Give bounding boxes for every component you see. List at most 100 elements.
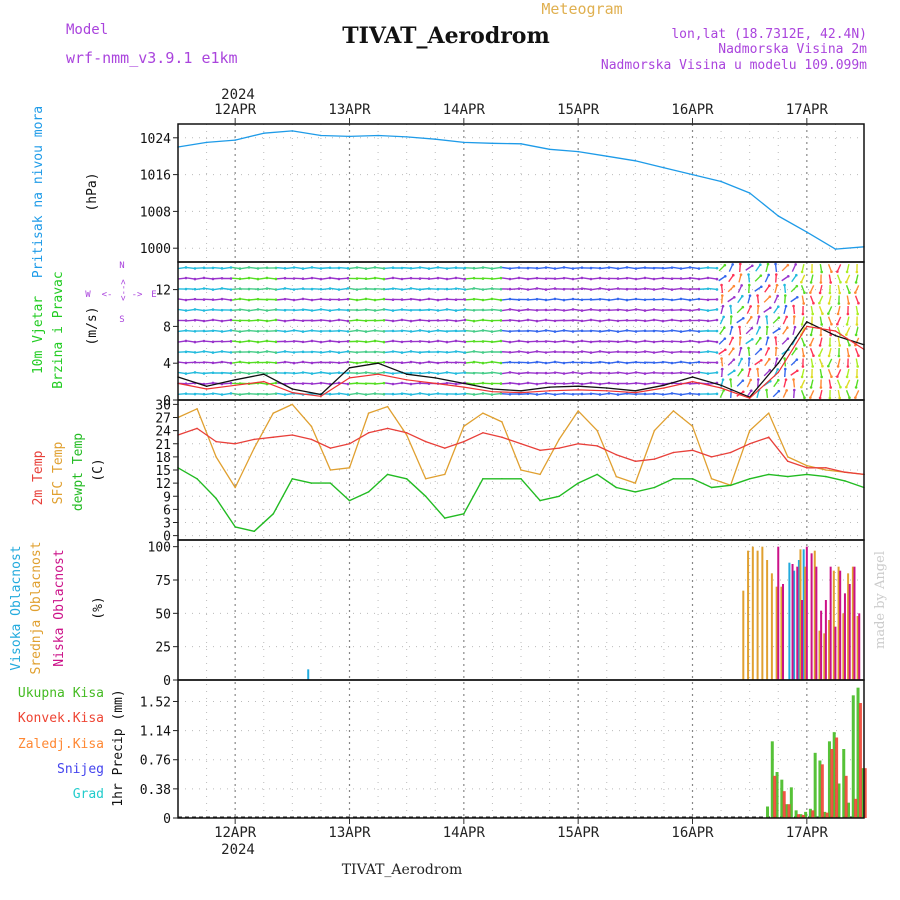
wind-arrow-head xyxy=(400,381,404,385)
y-tick-label: 15 xyxy=(155,464,171,479)
wind-arrow xyxy=(357,319,367,322)
wind-arrow xyxy=(636,308,646,312)
wind-arrow xyxy=(790,296,798,303)
dewpoint-line-point xyxy=(767,473,770,476)
wind-arrow xyxy=(402,382,412,385)
wind-arrow-head xyxy=(526,361,530,364)
wind-arrow-head xyxy=(184,298,188,302)
temp-2m-line-point xyxy=(291,434,294,436)
wind-arrow xyxy=(708,319,718,322)
wind-arrow-head xyxy=(364,277,368,281)
precip-bar-convective xyxy=(854,798,858,818)
wind-arrow-head xyxy=(247,361,251,365)
wind-arrow-head xyxy=(418,351,422,354)
wind-arrow xyxy=(729,326,733,336)
wind-arrow xyxy=(728,264,734,272)
wind-arrow-head xyxy=(508,297,512,301)
wind-arrow-head xyxy=(292,371,296,375)
wind-arrow xyxy=(790,285,798,293)
wind-arrow-head xyxy=(721,304,725,308)
wind-arrow-head xyxy=(337,277,341,281)
wind-arrow-head xyxy=(373,350,377,354)
wind-arrow xyxy=(330,287,340,291)
wind-arrow xyxy=(456,350,466,354)
wind-arrow xyxy=(438,340,448,343)
cloud-bar-mid xyxy=(742,590,745,680)
wind-arrow xyxy=(249,350,259,354)
wind-arrow-head xyxy=(829,281,832,284)
wind-arrow-head xyxy=(427,371,431,374)
wind-arrow xyxy=(519,319,529,322)
wind-arrow xyxy=(447,340,457,343)
y-tick-label: 1.14 xyxy=(140,725,171,740)
wind-arrow-head xyxy=(292,329,296,332)
wind-arrow xyxy=(375,340,385,343)
wind-arrow-head xyxy=(607,266,611,269)
wind-arrow-head xyxy=(319,340,323,344)
wind-arrow-head xyxy=(256,267,260,270)
pressure-line-point xyxy=(434,138,437,140)
wind-arrow-head xyxy=(652,318,656,322)
wind-arrow-head xyxy=(634,319,638,322)
wind-arrow-head xyxy=(454,392,458,396)
wind-arrow xyxy=(582,371,592,375)
wind-arrow-head xyxy=(409,308,413,312)
wind-arrow-head xyxy=(785,389,788,392)
wind-arrow-head xyxy=(220,350,224,353)
wind-arrow-head xyxy=(688,329,692,332)
wind-arrow xyxy=(618,308,628,312)
wind-arrow-head xyxy=(382,297,386,301)
wind-speed-line-point xyxy=(377,362,379,365)
wind-arrow-head xyxy=(499,276,503,280)
dewpoint-line-point xyxy=(291,477,294,480)
wind-arrow-head xyxy=(706,287,710,291)
wind-arrow-head xyxy=(634,297,638,301)
wind-arrow xyxy=(285,382,295,385)
wind-arrow-head xyxy=(715,318,719,322)
wind-arrow xyxy=(800,274,806,283)
wind-arrow xyxy=(708,350,718,354)
wind-arrow xyxy=(738,326,742,336)
dewpoint-line-point xyxy=(310,482,313,484)
wind-arrow xyxy=(501,308,511,312)
wind-arrow-head xyxy=(211,266,215,270)
wind-arrow-head xyxy=(847,354,850,358)
precip-bar-convective xyxy=(844,775,848,818)
wind-arrow xyxy=(755,327,761,335)
wind-arrow-head xyxy=(229,371,233,375)
wind-arrow xyxy=(819,263,823,273)
wind-arrow xyxy=(775,274,777,283)
wind-arrow-head xyxy=(481,288,485,291)
wind-arrow xyxy=(519,277,529,280)
temp-2m-line-point xyxy=(558,447,560,449)
wind-arrow xyxy=(312,382,322,385)
wind-speed-line-point xyxy=(548,386,551,388)
wind-arrow xyxy=(708,340,718,343)
wind-arrow-head xyxy=(454,372,458,375)
wind-arrow xyxy=(564,277,574,280)
wind-arrow-head xyxy=(759,347,763,351)
wind-arrow xyxy=(793,316,795,325)
wind-arrow-head xyxy=(400,329,404,333)
wind-arrow xyxy=(402,350,412,354)
wind-arrow-head xyxy=(247,329,251,332)
pressure-line-point xyxy=(262,132,265,134)
wind-arrow-head xyxy=(643,319,647,323)
wind-arrow xyxy=(240,298,250,301)
wind-arrow-head xyxy=(598,297,602,301)
wind-arrow-head xyxy=(499,298,503,302)
wind-arrow xyxy=(555,308,565,312)
pressure-line-point xyxy=(320,134,322,137)
wind-arrow xyxy=(591,340,601,343)
wind-arrow xyxy=(438,371,448,375)
wind-arrow-head xyxy=(679,350,683,353)
wind-arrow-head xyxy=(688,309,692,312)
wind-arrow xyxy=(510,371,520,375)
wind-arrow-head xyxy=(292,318,296,322)
wind-arrow-head xyxy=(775,357,779,360)
wind-arrow-head xyxy=(499,309,503,312)
wind-arrow xyxy=(501,371,511,375)
wind-arrow xyxy=(402,361,412,364)
wind-arrow-head xyxy=(193,329,197,333)
wind-arrow-head xyxy=(184,319,188,322)
